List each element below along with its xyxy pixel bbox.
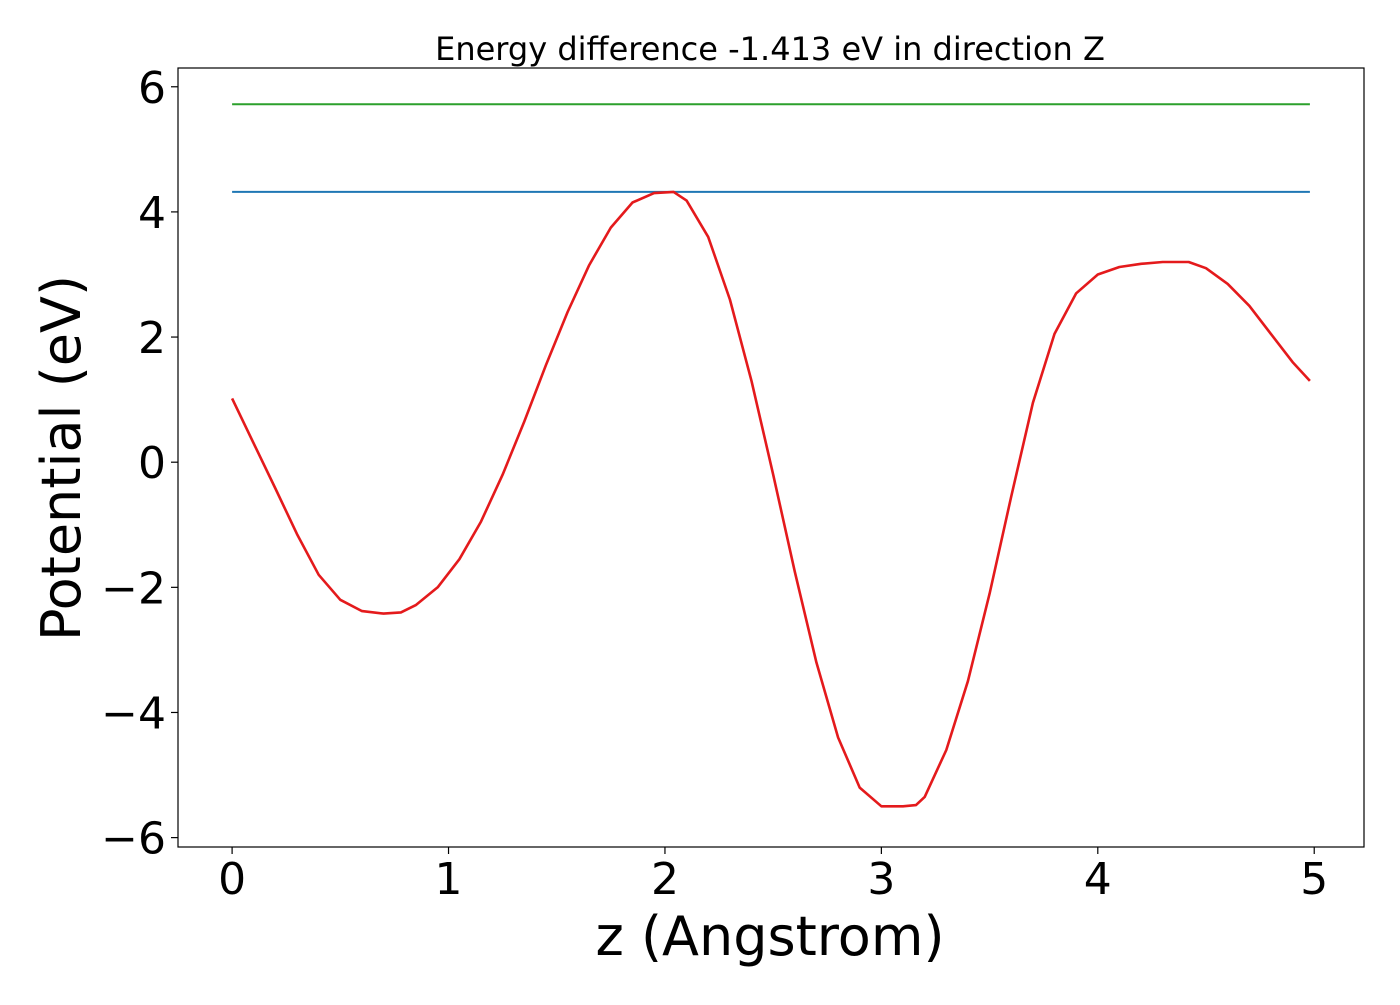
x-tick-label: 5 xyxy=(1300,854,1328,905)
y-axis-label: Potential (eV) xyxy=(30,275,93,641)
axes-layer: 0 1 2 3 4 5 −6 −4 −2 0 2 4 6 xyxy=(101,63,1365,905)
x-axis-label: z (Angstrom) xyxy=(595,905,944,968)
y-tick-label: 0 xyxy=(138,438,166,489)
y-tick-label: 4 xyxy=(138,188,166,239)
y-tick-label: 6 xyxy=(138,63,166,114)
y-tick-label: −2 xyxy=(101,563,166,614)
x-tick-label: 1 xyxy=(435,854,463,905)
series-line-3 xyxy=(230,190,1311,808)
y-tick-label: −4 xyxy=(101,688,166,739)
chart-title: Energy difference -1.413 eV in direction… xyxy=(435,30,1105,68)
x-tick-label: 2 xyxy=(651,854,679,905)
series-layer xyxy=(230,103,1311,808)
x-tick-label: 0 xyxy=(218,854,246,905)
y-tick-label: 2 xyxy=(138,313,166,364)
plot-frame xyxy=(177,67,1365,848)
x-tick-label: 4 xyxy=(1084,854,1112,905)
x-tick-label: 3 xyxy=(867,854,895,905)
y-tick-label: −6 xyxy=(101,814,166,865)
